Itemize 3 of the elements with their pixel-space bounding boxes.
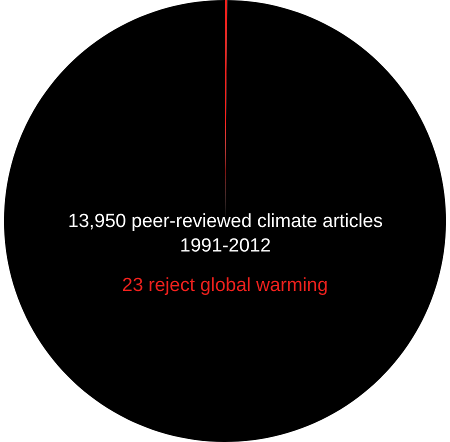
text: 13,950 peer-reviewed climate articles 1991-2012 bbox=[68, 211, 383, 257]
text: 23 reject global warming bbox=[122, 275, 328, 296]
pie-slice bbox=[4, 0, 446, 442]
